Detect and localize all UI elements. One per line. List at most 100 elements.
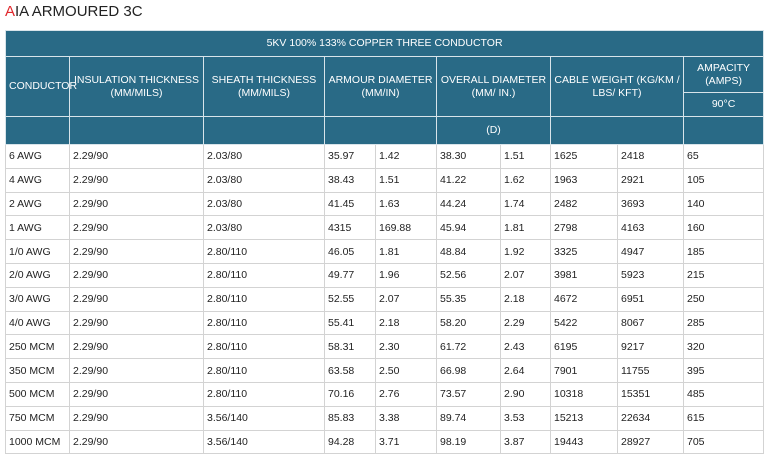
cell: 89.74 [436, 405, 501, 431]
cell: 22634 [617, 405, 684, 431]
cell: 15351 [617, 381, 684, 407]
cell: 2.07 [500, 262, 551, 288]
cell: 2418 [617, 144, 684, 169]
column-header: SHEATH THICKNESS (MM/MILS) [203, 56, 325, 117]
cell: 140 [682, 191, 765, 217]
cell: 4947 [617, 239, 684, 264]
cell: 4672 [550, 286, 618, 312]
data-row: 4/0 AWG 2.29/90 2.80/110 55.41 2.18 58.20 2.29… [5, 310, 765, 336]
cell: 2.29/90 [69, 262, 204, 288]
cell: 55.35 [436, 286, 501, 312]
page-title: AIA ARMOURED 3C [5, 3, 143, 20]
cell: 58.31 [324, 334, 376, 360]
cell: 70.16 [324, 381, 376, 407]
cell: 105 [682, 167, 765, 193]
cell: 750 MCM [5, 405, 70, 431]
cell: 2.29/90 [69, 286, 204, 312]
cell: 41.45 [324, 191, 376, 217]
cell: 2.76 [375, 381, 437, 407]
blank-header [203, 116, 325, 145]
data-row: 500 MCM 2.29/90 2.80/110 70.16 2.76 73.57 2.90… [5, 381, 765, 407]
table-body: 6 AWG 2.29/90 2.03/80 35.97 1.42 38.30 1.51 162… [5, 144, 765, 454]
cell: 48.84 [436, 239, 501, 264]
cell: 11755 [617, 358, 684, 383]
column-header: AMPACITY (AMPS) [682, 56, 765, 93]
cell: 94.28 [324, 429, 376, 454]
cell: 38.43 [324, 167, 376, 193]
cell: 2.29 [500, 310, 551, 336]
cell: 2.80/110 [203, 310, 325, 336]
cell: 45.94 [436, 215, 501, 241]
blank-header [550, 116, 684, 145]
cell: 4315 [324, 215, 376, 241]
cell: 65 [682, 144, 765, 169]
cell: 5422 [550, 310, 618, 336]
cell: 28927 [617, 429, 684, 454]
cell: 3.56/140 [203, 405, 325, 431]
blank-header [69, 116, 204, 145]
cell: 1.42 [375, 144, 437, 169]
cell: 6 AWG [5, 144, 70, 169]
cell: 52.56 [436, 262, 501, 288]
cell: 2.18 [375, 310, 437, 336]
cell: 2.80/110 [203, 358, 325, 383]
cell: 2.29/90 [69, 358, 204, 383]
column-header: INSULATION THICKNESS (MM/MILS) [69, 56, 204, 117]
cell: 8067 [617, 310, 684, 336]
cell: 2.03/80 [203, 144, 325, 169]
cell: 61.72 [436, 334, 501, 360]
cell: 98.19 [436, 429, 501, 454]
cell: 2.29/90 [69, 429, 204, 454]
cell: 5923 [617, 262, 684, 288]
cell: 2.30 [375, 334, 437, 360]
cell: 3.56/140 [203, 429, 325, 454]
cell: 7901 [550, 358, 618, 383]
cell: 485 [682, 381, 765, 407]
cell: 1.74 [500, 191, 551, 217]
cell: 3/0 AWG [5, 286, 70, 312]
cell: 3693 [617, 191, 684, 217]
cell: 2.29/90 [69, 381, 204, 407]
cell: 185 [682, 239, 765, 264]
data-row: 2 AWG 2.29/90 2.03/80 41.45 1.63 44.24 1.74 248… [5, 191, 765, 217]
cell: 2.03/80 [203, 191, 325, 217]
cell: 2.29/90 [69, 405, 204, 431]
cell: 1.62 [500, 167, 551, 193]
cell: 250 MCM [5, 334, 70, 360]
cell: 2.43 [500, 334, 551, 360]
cell: 2.29/90 [69, 167, 204, 193]
cell: 38.30 [436, 144, 501, 169]
cell: 320 [682, 334, 765, 360]
header-row: 5KV 100% 133% COPPER THREE CONDUCTOR [4, 30, 765, 57]
cell: 52.55 [324, 286, 376, 312]
cell: 2.29/90 [69, 144, 204, 169]
cell: 2.29/90 [69, 310, 204, 336]
cell: 2.80/110 [203, 239, 325, 264]
cell: 285 [682, 310, 765, 336]
cell: 58.20 [436, 310, 501, 336]
cell: 215 [682, 262, 765, 288]
cell: 55.41 [324, 310, 376, 336]
cell: 3.53 [500, 405, 551, 431]
cell: 2.80/110 [203, 334, 325, 360]
cell: 2.80/110 [203, 262, 325, 288]
cell: 500 MCM [5, 381, 70, 407]
header-row: 90°C [6, 92, 765, 117]
cell: 3981 [550, 262, 618, 288]
cell: 85.83 [324, 405, 376, 431]
cell: 41.22 [436, 167, 501, 193]
cell: 4/0 AWG [5, 310, 70, 336]
cell: 705 [682, 429, 765, 454]
cell: 1000 MCM [5, 429, 70, 454]
cell: 395 [682, 358, 765, 383]
cell: 3325 [550, 239, 618, 264]
cell: 4163 [617, 215, 684, 241]
cell: 2.80/110 [203, 381, 325, 407]
cell: 1.96 [375, 262, 437, 288]
cell: 2.90 [500, 381, 551, 407]
cell: 2.29/90 [69, 215, 204, 241]
cell: 49.77 [324, 262, 376, 288]
cable-table: 5KV 100% 133% COPPER THREE CONDUCTOR COND… [4, 30, 765, 454]
cell: 2.18 [500, 286, 551, 312]
